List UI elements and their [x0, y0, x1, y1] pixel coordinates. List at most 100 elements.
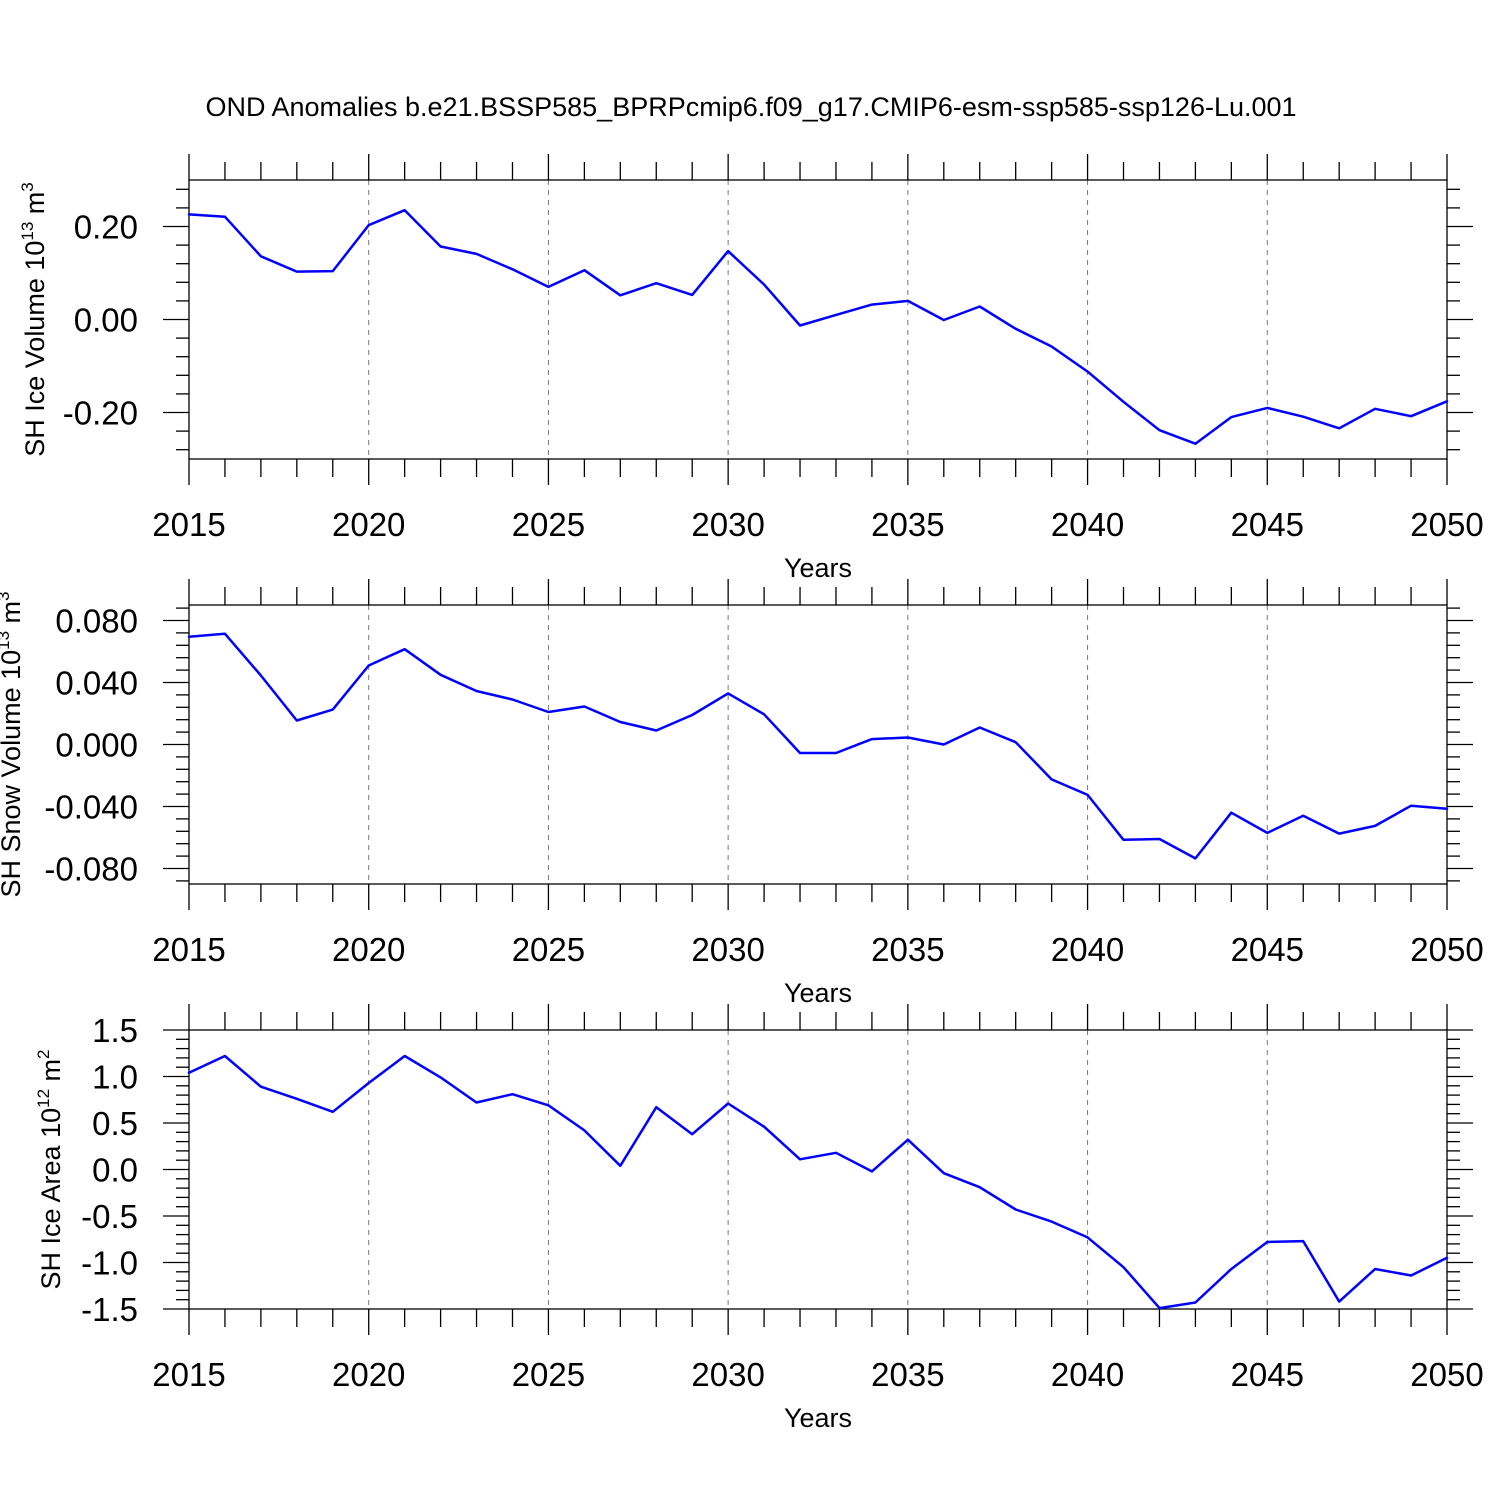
y-tick-label: 1.0	[92, 1059, 138, 1096]
data-point	[474, 251, 479, 256]
data-point	[1373, 406, 1378, 411]
x-tick-label: 2035	[871, 1356, 944, 1393]
y-tick-label: -1.5	[81, 1291, 138, 1328]
data-point	[366, 223, 371, 228]
data-point	[654, 1105, 659, 1110]
data-point	[1301, 414, 1306, 419]
data-point	[905, 298, 910, 303]
y-axis-title-unit-exponent: 3	[18, 182, 37, 191]
data-point	[1445, 806, 1450, 811]
data-point	[1229, 810, 1234, 815]
data-point	[546, 709, 551, 714]
data-point	[1121, 399, 1126, 404]
y-tick-label: 0.040	[55, 665, 138, 702]
data-point	[690, 292, 695, 297]
data-point	[869, 302, 874, 307]
data-point	[222, 631, 227, 636]
data-point	[1049, 344, 1054, 349]
data-point	[582, 268, 587, 273]
data-point	[1121, 837, 1126, 842]
data-point	[294, 1096, 299, 1101]
data-point	[258, 673, 263, 678]
y-tick-label: -0.040	[44, 789, 138, 826]
x-tick-label: 2015	[152, 931, 225, 968]
data-point	[1337, 831, 1342, 836]
series-line	[187, 1054, 1449, 1310]
data-point	[294, 269, 299, 274]
data-point	[582, 704, 587, 709]
data-point	[762, 1124, 767, 1129]
x-tick-label: 2050	[1410, 931, 1483, 968]
data-point	[187, 1070, 192, 1075]
data-point	[798, 1157, 803, 1162]
x-tick-label: 2035	[871, 506, 944, 543]
data-point	[474, 1100, 479, 1105]
data-point	[798, 751, 803, 756]
data-point	[510, 1092, 515, 1097]
data-point	[905, 735, 910, 740]
data-point	[726, 1101, 731, 1106]
x-tick-label: 2025	[512, 1356, 585, 1393]
data-point	[438, 244, 443, 249]
x-tick-label: 2020	[332, 931, 405, 968]
x-tick-label: 2030	[691, 506, 764, 543]
y-axis-title-text: SH Ice Area 10	[36, 1108, 66, 1290]
y-tick-label: -0.080	[44, 851, 138, 888]
data-point	[1013, 1207, 1018, 1212]
data-point	[1337, 1299, 1342, 1304]
data-point	[330, 269, 335, 274]
y-axis-title-unit-exponent: 2	[34, 1050, 53, 1059]
data-point	[833, 1150, 838, 1155]
data-point	[1301, 1239, 1306, 1244]
data-point	[1337, 426, 1342, 431]
data-point	[366, 1081, 371, 1086]
x-tick-label: 2020	[332, 506, 405, 543]
y-tick-label: 0.5	[92, 1105, 138, 1142]
data-point	[905, 1137, 910, 1142]
x-tick-label: 2050	[1410, 506, 1483, 543]
data-point	[941, 317, 946, 322]
data-point	[582, 1128, 587, 1133]
data-point	[1409, 803, 1414, 808]
y-tick-label: 1.5	[92, 1012, 138, 1049]
x-tick-label: 2030	[691, 931, 764, 968]
x-tick-label: 2025	[512, 506, 585, 543]
data-point	[1409, 1273, 1414, 1278]
data-point	[510, 267, 515, 272]
data-point	[1013, 326, 1018, 331]
data-point	[1157, 428, 1162, 433]
data-point	[1229, 1267, 1234, 1272]
chart-panel-1: -0.20 0.00 0.20 2015 2020 2025 2030 2035 2040 204…	[18, 154, 1484, 583]
data-point	[833, 751, 838, 756]
y-axis-title-exponent: 12	[34, 1089, 53, 1108]
data-point	[1265, 405, 1270, 410]
data-point	[977, 304, 982, 309]
x-axis-title: Years	[784, 553, 852, 583]
data-point	[618, 293, 623, 298]
y-axis-title-exponent: 13	[18, 222, 37, 241]
data-point	[1193, 856, 1198, 861]
data-point	[1301, 813, 1306, 818]
data-point	[222, 214, 227, 219]
data-point	[869, 737, 874, 742]
series-line	[187, 632, 1449, 860]
data-point	[438, 1075, 443, 1080]
y-axis-title-unit-exponent: 3	[0, 591, 13, 600]
data-point	[402, 208, 407, 213]
data-point	[618, 1163, 623, 1168]
y-axis-title-unit: m	[36, 1059, 66, 1089]
data-point	[1085, 792, 1090, 797]
y-tick-label: -0.5	[81, 1198, 138, 1235]
data-point	[187, 634, 192, 639]
y-axis-title: SH Ice Area 1012 m2	[34, 1050, 66, 1290]
chart-panel-2: -0.080 -0.040 0.000 0.040 0.080 2015 2020 2025 2…	[0, 579, 1484, 1008]
y-tick-label: 0.080	[55, 603, 138, 640]
data-point	[402, 1054, 407, 1059]
data-point	[1409, 414, 1414, 419]
y-axis-title: SH Snow Volume 1013 m3	[0, 591, 26, 897]
data-point	[222, 1054, 227, 1059]
data-point	[1157, 837, 1162, 842]
data-point	[977, 1185, 982, 1190]
data-point	[1445, 399, 1450, 404]
